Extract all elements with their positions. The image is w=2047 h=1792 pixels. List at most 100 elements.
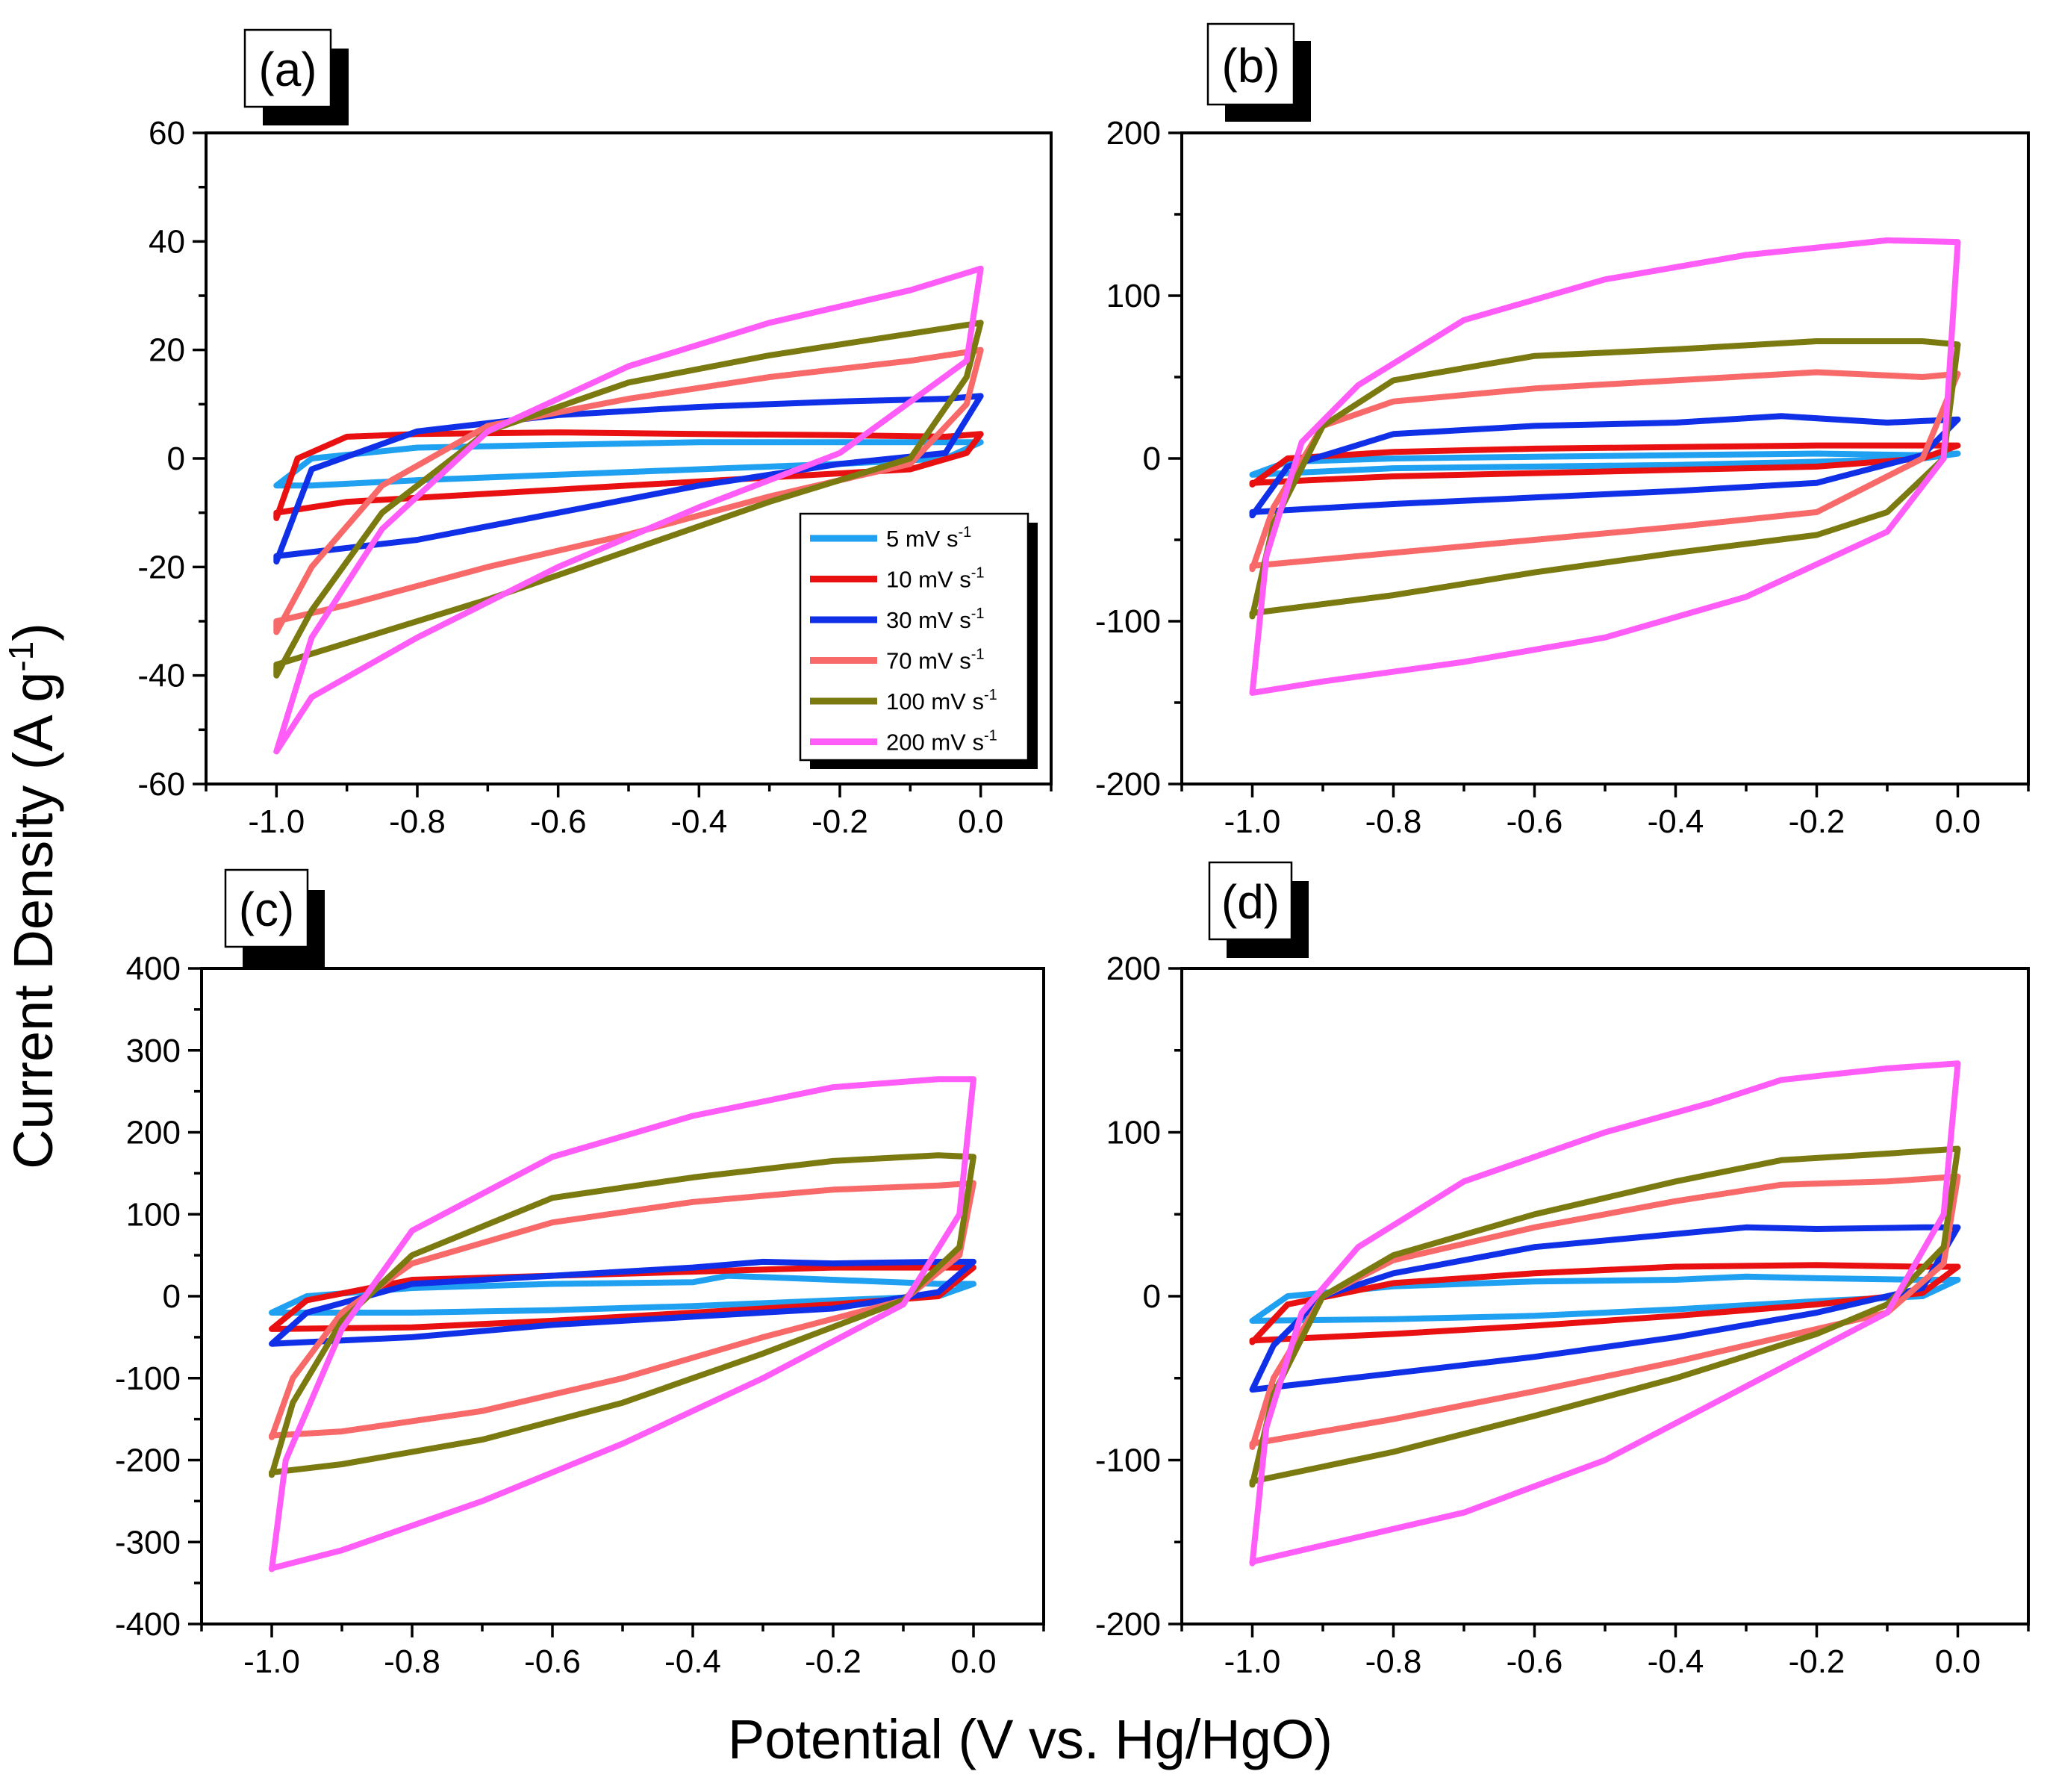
y-axis-title-sup: -1 (1, 641, 40, 672)
panel-a-x-tick-label: 0.0 (958, 803, 1003, 840)
panel-b-curve-30mv (1249, 413, 1961, 519)
panel-d-y-tick-label: 0 (1143, 1278, 1161, 1315)
panel-d-y-tick-label: 200 (1106, 951, 1161, 987)
panel-d-x-tick-label: -0.2 (1789, 1643, 1845, 1680)
panel-b-y-tick-label: 100 (1106, 278, 1161, 314)
panel-b-curve-100mv (1249, 338, 1961, 620)
panel-d-x-tick-label: -1.0 (1224, 1643, 1281, 1680)
panel-c-x-tick-label: -0.6 (524, 1643, 581, 1680)
panel-c-curve-100mv (269, 1152, 976, 1478)
legend-entries: 5 mV s-1 10 mV s-1 30 mV s-1 70 mV s-1 100 m… (810, 524, 997, 756)
panel-c-label: (c) (239, 883, 295, 936)
panel-b-y-tick-label: -100 (1095, 603, 1161, 640)
panel-a-curve-5mv (273, 439, 984, 489)
panel-a-curve-70mv (273, 346, 984, 635)
panel-b-label-box: (b) (1206, 22, 1311, 122)
panel-a-curves (273, 265, 984, 755)
panel-b-x-tick-label: -0.4 (1648, 803, 1704, 840)
panel-c: -1.0 -0.8 -0.6 -0.4 -0.2 0.0 -400 -300 -200 -100 0… (115, 868, 1045, 1680)
panel-c-curve-200mv (269, 1076, 976, 1572)
panel-a-label-frame (243, 28, 332, 108)
panel-d-curve-200mv (1249, 1060, 1961, 1567)
panel-b-y-tick-label: 200 (1106, 115, 1161, 152)
panel-b-x-tick-label: -1.0 (1224, 803, 1281, 840)
panel-c-y-tick-label: 0 (163, 1278, 181, 1315)
panel-d: -1.0 -0.8 -0.6 -0.4 -0.2 0.0 -200 -100 0 100 200 (… (1095, 861, 2030, 1680)
panel-d-y-tick-label: -100 (1095, 1443, 1161, 1479)
panel-a-y-tick-label: -40 (137, 658, 185, 694)
y-axis-title: Current Density (A g-1) (1, 623, 64, 1169)
panel-c-curve-5mv (269, 1272, 976, 1316)
panel-b-x-tick-label: -0.6 (1507, 803, 1563, 840)
panel-b: -1.0 -0.8 -0.6 -0.4 -0.2 0.0 -200 -100 0 100 200 (… (1095, 22, 2030, 840)
panel-a-y-tick-label: -20 (137, 549, 185, 585)
legend-label-200mv: 200 mV s-1 (886, 728, 997, 756)
panel-b-x-tick-label: 0.0 (1935, 803, 1981, 840)
panel-c-y-tick-label: -400 (115, 1606, 181, 1643)
panel-c-axes: -1.0 -0.8 -0.6 -0.4 -0.2 0.0 -400 -300 -200 -100 0… (115, 951, 1045, 1680)
panel-a-y-tick-label: -60 (137, 766, 185, 803)
legend-box (799, 512, 1029, 762)
y-axis-title-end: ) (2, 623, 64, 641)
panel-a-x-tick-label: -1.0 (248, 803, 305, 840)
panel-b-curve-200mv (1249, 237, 1961, 696)
panel-c-y-tick-label: 200 (126, 1115, 181, 1151)
panel-c-y-tick-label: 400 (126, 951, 181, 987)
panel-a-curve-100mv (273, 320, 984, 679)
panel-a-x-tick-label: -0.6 (530, 803, 587, 840)
x-axis-title: Potential (V vs. Hg/HgO) (728, 1708, 1333, 1770)
panel-a-y-tick-label: 60 (149, 115, 185, 152)
panel-a-x-tick-label: -0.2 (811, 803, 868, 840)
panel-b-label-frame (1206, 22, 1295, 106)
panel-d-label-box: (d) (1208, 861, 1309, 958)
panel-c-x-tick-label: -0.2 (805, 1643, 862, 1680)
panel-c-y-tick-label: -300 (115, 1524, 181, 1561)
panel-d-axes: -1.0 -0.8 -0.6 -0.4 -0.2 0.0 -200 -100 0 100 200 (1095, 951, 2030, 1680)
panel-d-x-tick-label: -0.6 (1507, 1643, 1563, 1680)
panel-c-label-box: (c) (224, 868, 325, 967)
legend: 5 mV s-1 10 mV s-1 30 mV s-1 70 mV s-1 100 m… (799, 512, 1038, 769)
panel-c-curve-10mv (269, 1264, 976, 1332)
panel-d-x-tick-label: 0.0 (1935, 1643, 1981, 1680)
panel-a-label-box: (a) (243, 28, 349, 125)
panel-c-x-tick-label: -0.8 (384, 1643, 440, 1680)
panel-a-x-tick-label: -0.8 (389, 803, 446, 840)
panel-c-curves (269, 1076, 976, 1572)
panel-c-y-tick-label: 100 (126, 1196, 181, 1233)
legend-label-70mv: 70 mV s-1 (886, 647, 985, 674)
panel-d-y-tick-label: -200 (1095, 1606, 1161, 1643)
panel-a-y-tick-label: 20 (149, 332, 185, 369)
panel-a-curve-30mv (273, 393, 984, 565)
panel-c-y-tick-label: 300 (126, 1033, 181, 1069)
legend-label-30mv: 30 mV s-1 (886, 606, 985, 633)
panel-d-curves (1249, 1060, 1961, 1567)
legend-label-10mv: 10 mV s-1 (886, 565, 985, 593)
panel-b-y-tick-label: -200 (1095, 766, 1161, 803)
panel-d-y-tick-label: 100 (1106, 1115, 1161, 1151)
panel-a-y-tick-label: 0 (167, 441, 185, 477)
panel-b-axes: -1.0 -0.8 -0.6 -0.4 -0.2 0.0 -200 -100 0 100 200 (1095, 115, 2030, 840)
panel-d-label-frame (1208, 861, 1293, 941)
panel-b-x-tick-label: -0.8 (1365, 803, 1422, 840)
panel-b-curve-70mv (1249, 369, 1961, 573)
panel-a-curve-10mv (273, 429, 984, 521)
panel-d-x-tick-label: -0.8 (1365, 1643, 1422, 1680)
legend-label-100mv: 100 mV s-1 (886, 687, 997, 715)
y-axis-title-main: Current Density (A g (2, 672, 64, 1169)
panel-b-curve-10mv (1249, 442, 1961, 488)
panel-d-label: (d) (1221, 875, 1280, 929)
panel-b-curves (1249, 237, 1961, 696)
panel-a-curve-200mv (273, 265, 984, 755)
panel-a-label: (a) (258, 43, 317, 96)
panel-c-curve-30mv (269, 1258, 976, 1347)
panel-d-curve-10mv (1249, 1262, 1961, 1345)
panel-c-y-tick-label: -100 (115, 1360, 181, 1397)
panel-b-x-tick-label: -0.2 (1789, 803, 1845, 840)
panel-d-curve-30mv (1249, 1224, 1961, 1393)
panel-c-x-tick-label: -1.0 (243, 1643, 300, 1680)
panel-a-x-tick-label: -0.4 (670, 803, 727, 840)
panel-b-label: (b) (1221, 39, 1280, 93)
panel-d-x-tick-label: -0.4 (1648, 1643, 1704, 1680)
panel-c-x-tick-label: 0.0 (950, 1643, 996, 1680)
